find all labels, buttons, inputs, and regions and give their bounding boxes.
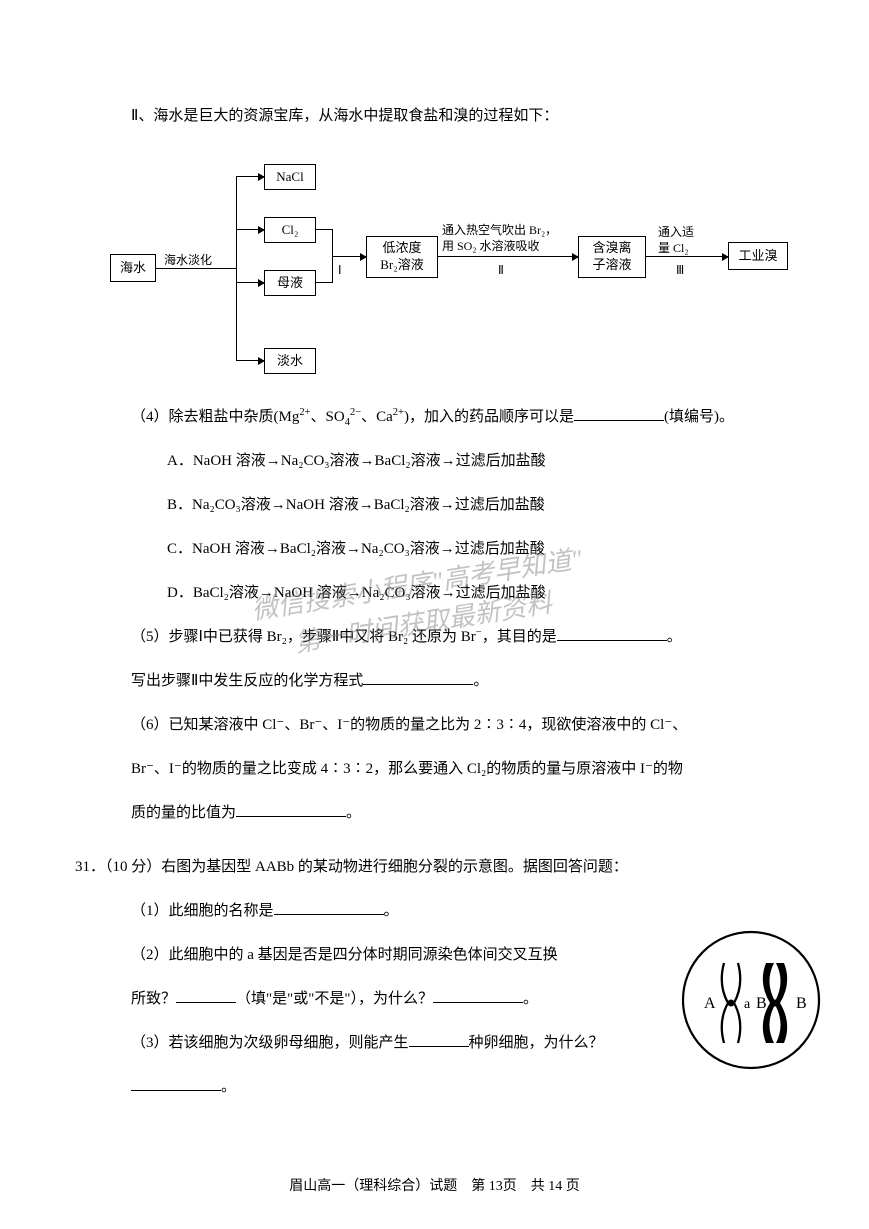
q4-text-b: 、SO — [311, 409, 345, 425]
cell-diagram: A a B B — [674, 925, 829, 1075]
blank — [176, 986, 236, 1004]
box-nacl: NaCl — [264, 164, 316, 190]
blank — [433, 986, 523, 1004]
svg-text:A: A — [704, 995, 716, 1012]
blank — [131, 1074, 221, 1092]
box-mother: 母液 — [264, 270, 316, 296]
box-seawater: 海水 — [110, 254, 156, 282]
q6-line3: 质的量的比值为 。 — [131, 795, 794, 831]
q31-stem: 31．（10 分）右图为基因型 AABb 的某动物进行细胞分裂的示意图。据图回答… — [75, 849, 794, 885]
sup: 2− — [350, 407, 361, 418]
box-indbr: 工业溴 — [728, 242, 788, 270]
page-footer: 眉山高一（理科综合）试题 第 13页 共 14 页 — [0, 1174, 869, 1199]
q31-2-c: （填"是"或"不是"），为什么？ — [236, 991, 433, 1007]
label-step1: Ⅰ — [338, 260, 342, 282]
q6-line2: Br⁻、I⁻的物质的量之比变成 4∶3∶2，那么要通入 Cl₂的物质的量与原溶液… — [131, 751, 794, 787]
svg-text:a: a — [744, 997, 751, 1012]
q6-d: 。 — [346, 805, 361, 821]
q4-opt-c: C．NaOH 溶液→BaCl₂溶液→Na₂CO₃溶液→过滤后加盐酸 — [167, 531, 794, 567]
label-step2: Ⅱ — [498, 260, 504, 282]
section2-intro: Ⅱ、海水是巨大的资源宝库，从海水中提取食盐和溴的过程如下： — [131, 98, 794, 134]
arrow — [236, 229, 264, 230]
blank — [236, 800, 346, 818]
blank — [363, 668, 473, 686]
q4-text-e: (填编号)。 — [664, 409, 734, 425]
q31-3-b: 种卵细胞，为什么？ — [469, 1035, 604, 1051]
q5-a: （5）步骤Ⅰ中已获得 Br₂，步骤Ⅱ中又将 Br₂ 还原为 Br — [131, 629, 476, 645]
box-lowbr: 低浓度 Br₂溶液 — [366, 236, 438, 278]
blank — [274, 898, 384, 916]
q4-opt-b: B．Na₂CO₃溶液→NaOH 溶液→BaCl₂溶液→过滤后加盐酸 — [167, 487, 794, 523]
box-cl2: Cl₂ — [264, 217, 316, 243]
blank — [409, 1030, 469, 1048]
arrow — [332, 256, 366, 257]
q5-c: 。 — [667, 629, 682, 645]
q5-e: 。 — [473, 673, 488, 689]
q6-line1: （6）已知某溶液中 Cl⁻、Br⁻、I⁻的物质的量之比为 2∶3∶4，现欲使溶液… — [131, 707, 794, 743]
sub: 4 — [345, 417, 350, 428]
q5-b: ，其目的是 — [482, 629, 557, 645]
box-brion: 含溴离 子溶液 — [578, 236, 646, 278]
line — [316, 282, 332, 283]
label-desalination: 海水淡化 — [158, 250, 218, 272]
blank — [557, 624, 667, 642]
svg-text:B: B — [756, 995, 767, 1012]
q31-3-c: 。 — [221, 1079, 236, 1095]
q31-1-a: （1）此细胞的名称是 — [131, 903, 274, 919]
q4-opt-a: A．NaOH 溶液→Na₂CO₃溶液→BaCl₂溶液→过滤后加盐酸 — [167, 443, 794, 479]
label-air2: 用 SO₂ 水溶液吸收 — [442, 236, 578, 258]
line — [316, 229, 332, 230]
q4-stem: （4）除去粗盐中杂质(Mg2+、SO42−、Ca2+)，加入的药品顺序可以是(填… — [131, 399, 794, 435]
q31-1: （1）此细胞的名称是 。 — [131, 893, 794, 929]
box-freshwater: 淡水 — [264, 348, 316, 374]
q4-opt-d: D．BaCl₂溶液→NaOH 溶液→Na₂CO₃溶液→过滤后加盐酸 — [167, 575, 794, 611]
q4-text-c: 、Ca — [361, 409, 393, 425]
q31-2-b: 所致？ — [131, 991, 176, 1007]
label-cl2-2: 量 Cl₂ — [658, 238, 718, 260]
blank — [574, 404, 664, 422]
label-step3: Ⅲ — [676, 260, 684, 282]
q4-text-d: )，加入的药品顺序可以是 — [404, 409, 574, 425]
q31-2-d: 。 — [523, 991, 538, 1007]
flowchart: 海水 海水淡化 NaCl Cl₂ 母液 淡水 Ⅰ 低浓度 Br₂溶液 通入热空气… — [110, 164, 830, 374]
q6-c: 质的量的比值为 — [131, 805, 236, 821]
sup: 2+ — [393, 407, 404, 418]
q5-d: 写出步骤Ⅱ中发生反应的化学方程式 — [131, 673, 363, 689]
svg-text:B: B — [796, 995, 807, 1012]
arrow — [236, 360, 264, 361]
q4-text-a: （4）除去粗盐中杂质(Mg — [131, 409, 299, 425]
arrow — [236, 282, 264, 283]
q31-1-b: 。 — [384, 903, 399, 919]
q5-line1: （5）步骤Ⅰ中已获得 Br₂，步骤Ⅱ中又将 Br₂ 还原为 Br−，其目的是。 — [131, 619, 794, 655]
q5-line2: 写出步骤Ⅱ中发生反应的化学方程式 。 — [131, 663, 794, 699]
q31-3-a: （3）若该细胞为次级卵母细胞，则能产生 — [131, 1035, 409, 1051]
line — [236, 176, 237, 360]
arrow — [236, 176, 264, 177]
sup: 2+ — [299, 407, 310, 418]
